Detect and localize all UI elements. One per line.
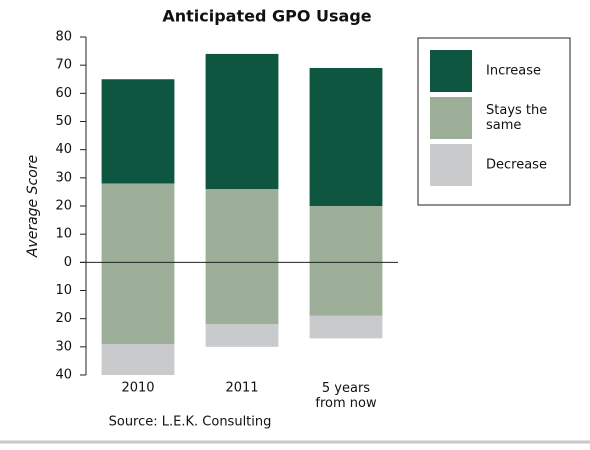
- legend-label: Increase: [486, 64, 541, 79]
- x-tick-label: 5 years from now: [315, 381, 377, 411]
- y-tick-label: 30: [55, 170, 72, 185]
- y-tick-label: 60: [55, 86, 72, 101]
- bar-segment: [205, 189, 279, 263]
- bar-segment: [101, 79, 175, 184]
- bar-segment: [101, 344, 175, 375]
- y-tick-label: 70: [55, 58, 72, 73]
- bar-segment: [309, 67, 383, 206]
- y-tick-label: 20: [55, 199, 72, 214]
- bar-segment: [309, 315, 383, 339]
- x-tick-label: 2010: [121, 381, 154, 396]
- bar-segment: [205, 262, 279, 325]
- legend-swatch: [430, 50, 472, 92]
- legend-swatch: [430, 97, 472, 139]
- x-tick-label: 2011: [225, 381, 258, 396]
- y-tick-label: 10: [55, 283, 72, 298]
- y-tick-label: 40: [55, 142, 72, 157]
- legend-label: Stays the same: [486, 103, 547, 133]
- chart-title: Anticipated GPO Usage: [162, 7, 371, 26]
- bar-segment: [205, 53, 279, 190]
- y-tick-label: 80: [55, 30, 72, 45]
- bar-segment: [101, 262, 175, 345]
- y-axis-label: Average Score: [25, 155, 41, 258]
- bar-segment: [205, 324, 279, 347]
- y-tick-label: 50: [55, 114, 72, 129]
- bar-segment: [309, 262, 383, 316]
- y-tick-label: 10: [55, 227, 72, 242]
- y-tick-label: 20: [55, 311, 72, 326]
- source-note: Source: L.E.K. Consulting: [109, 415, 272, 430]
- y-tick-label: 0: [64, 255, 72, 270]
- legend-swatch: [430, 144, 472, 186]
- bar-segment: [309, 206, 383, 263]
- y-tick-label: 40: [55, 368, 72, 383]
- bar-segment: [101, 183, 175, 263]
- legend-label: Decrease: [486, 158, 547, 173]
- y-tick-label: 30: [55, 339, 72, 354]
